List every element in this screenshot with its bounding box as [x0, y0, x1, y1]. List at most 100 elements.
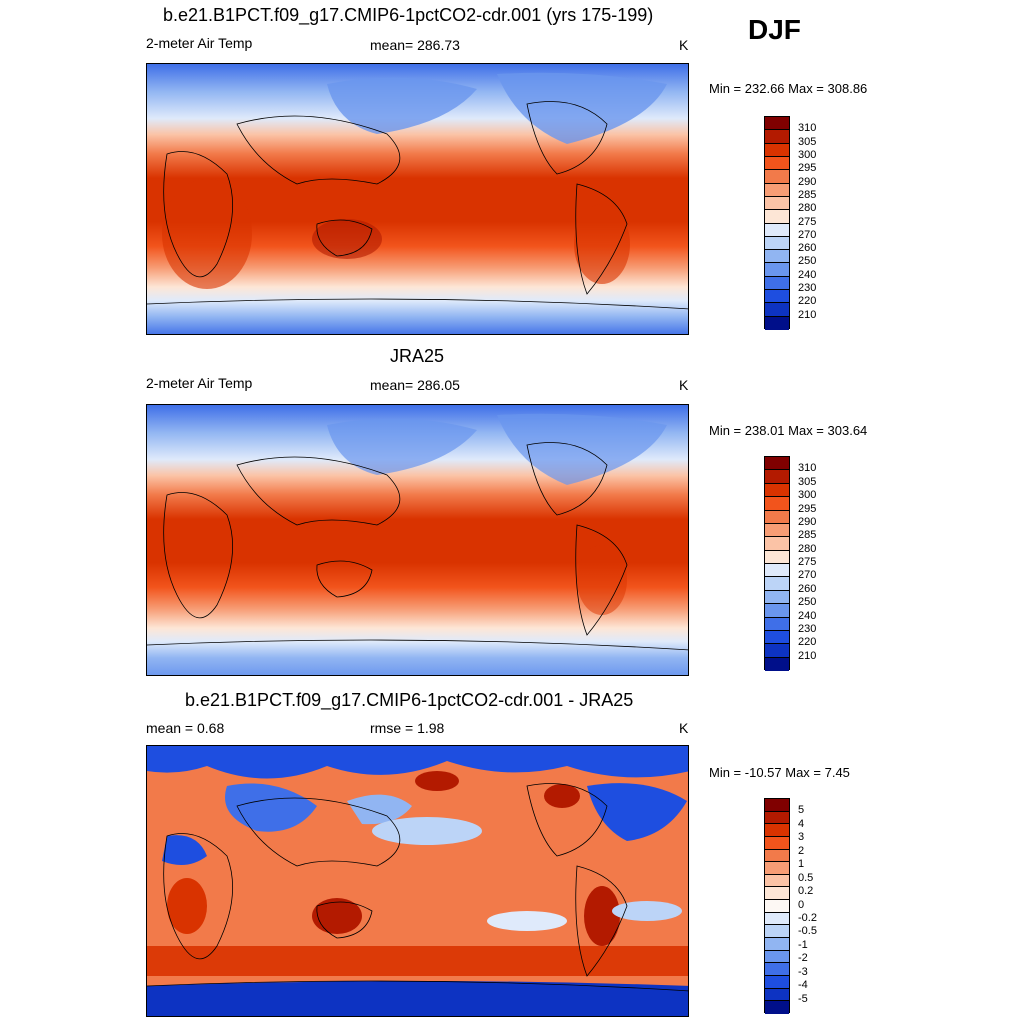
- colorbar-tick-label: 290: [798, 175, 817, 188]
- panel3-minmax: Min = -10.57 Max = 7.45: [709, 765, 850, 780]
- colorbar-tick-label: 5: [798, 804, 805, 817]
- colorbar-box: [765, 657, 789, 671]
- colorbar-box: [765, 564, 789, 578]
- panel1-mean-label: mean= 286.73: [370, 37, 460, 53]
- panel3-colorbar: [764, 798, 790, 1014]
- colorbar-box: [765, 223, 789, 237]
- panel1-colorbar: [764, 116, 790, 330]
- colorbar-box: [765, 590, 789, 605]
- colorbar-tick-label: 220: [798, 295, 817, 308]
- colorbar-tick-label: 0.2: [798, 885, 814, 898]
- panel3-mean-label: mean = 0.68: [146, 720, 225, 736]
- colorbar-box: [765, 925, 789, 939]
- colorbar-box: [765, 604, 789, 618]
- colorbar-box: [765, 950, 789, 964]
- colorbar-tick-label: 305: [798, 135, 817, 148]
- panel3-units-label: K: [679, 720, 689, 736]
- colorbar-tick-label: 280: [798, 202, 817, 215]
- colorbar-box: [765, 938, 789, 951]
- colorbar-box: [765, 183, 789, 197]
- colorbar-box: [765, 143, 789, 157]
- colorbar-tick-label: 1: [798, 858, 805, 871]
- panel3-map: [146, 745, 689, 1017]
- colorbar-tick-label: 310: [798, 122, 817, 135]
- panel2-minmax: Min = 238.01 Max = 303.64: [709, 423, 868, 438]
- colorbar-box: [765, 900, 789, 913]
- panel1-variable-label: 2-meter Air Temp: [146, 35, 253, 51]
- colorbar-box: [765, 799, 789, 812]
- colorbar-tick-label: -3: [798, 965, 808, 978]
- colorbar-tick-label: 295: [798, 162, 817, 175]
- colorbar-box: [765, 236, 789, 251]
- colorbar-box: [765, 290, 789, 304]
- colorbar-box: [765, 630, 789, 645]
- colorbar-box: [765, 210, 789, 224]
- colorbar-box: [765, 483, 789, 498]
- colorbar-box: [765, 849, 789, 863]
- colorbar-tick-label: 270: [798, 228, 817, 241]
- colorbar-box: [765, 811, 789, 825]
- colorbar-tick-label: -0.2: [798, 911, 817, 924]
- colorbar-tick-label: 220: [798, 636, 817, 649]
- colorbar-box: [765, 457, 789, 471]
- colorbar-tick-label: 280: [798, 542, 817, 555]
- colorbar-box: [765, 1001, 789, 1014]
- panel1-title: b.e21.B1PCT.f09_g17.CMIP6-1pctCO2-cdr.00…: [163, 5, 654, 25]
- panel2-map: [146, 404, 689, 676]
- colorbar-tick-label: 250: [798, 596, 817, 609]
- colorbar-box: [765, 963, 789, 976]
- colorbar-box: [765, 276, 789, 291]
- colorbar-tick-label: 295: [798, 502, 817, 515]
- colorbar-tick-label: 230: [798, 622, 817, 635]
- colorbar-tick-label: 310: [798, 462, 817, 475]
- panel2-variable-label: 2-meter Air Temp: [146, 375, 253, 391]
- colorbar-tick-label: 4: [798, 817, 805, 830]
- panel2-colorbar: [764, 456, 790, 671]
- colorbar-box: [765, 117, 789, 131]
- colorbar-box: [765, 510, 789, 524]
- colorbar-tick-label: 260: [798, 582, 817, 595]
- colorbar-box: [765, 550, 789, 564]
- colorbar-tick-label: 285: [798, 529, 817, 542]
- colorbar-tick-label: 260: [798, 242, 817, 255]
- colorbar-box: [765, 250, 789, 264]
- colorbar-tick-label: 275: [798, 556, 817, 568]
- colorbar-tick-label: -0.5: [798, 925, 817, 938]
- colorbar-box: [765, 497, 789, 511]
- colorbar-tick-label: 240: [798, 268, 817, 281]
- colorbar-tick-label: 210: [798, 649, 817, 662]
- colorbar-tick-label: -5: [798, 992, 808, 1005]
- colorbar-tick-label: -2: [798, 952, 808, 965]
- colorbar-box: [765, 130, 789, 144]
- colorbar-tick-label: 270: [798, 569, 817, 582]
- colorbar-box: [765, 887, 789, 901]
- panel3-rmse-label: rmse = 1.98: [370, 720, 445, 736]
- panel1-minmax: Min = 232.66 Max = 308.86: [709, 81, 868, 96]
- colorbar-tick-label: 305: [798, 475, 817, 488]
- colorbar-tick-label: -4: [798, 979, 808, 992]
- colorbar-box: [765, 316, 789, 330]
- colorbar-box: [765, 196, 789, 211]
- colorbar-tick-label: 2: [798, 844, 805, 857]
- colorbar-tick-label: 300: [798, 148, 817, 161]
- colorbar-tick-label: 0.5: [798, 871, 814, 884]
- colorbar-box: [765, 912, 789, 926]
- colorbar-tick-label: 275: [798, 215, 817, 228]
- colorbar-box: [765, 263, 789, 277]
- colorbar-box: [765, 617, 789, 631]
- colorbar-tick-label: 290: [798, 515, 817, 528]
- colorbar-tick-label: 250: [798, 255, 817, 268]
- panel2-mean-label: mean= 286.05: [370, 377, 460, 393]
- panel2-units-label: K: [679, 377, 689, 393]
- panel2-title: JRA25: [390, 346, 445, 366]
- colorbar-box: [765, 836, 789, 850]
- colorbar-box: [765, 156, 789, 171]
- colorbar-tick-label: 240: [798, 609, 817, 622]
- colorbar-tick-label: -1: [798, 938, 808, 951]
- colorbar-box: [765, 975, 789, 989]
- colorbar-tick-label: 300: [798, 489, 817, 502]
- colorbar-box: [765, 824, 789, 837]
- colorbar-box: [765, 988, 789, 1002]
- colorbar-box: [765, 874, 789, 888]
- season-label: DJF: [748, 14, 801, 45]
